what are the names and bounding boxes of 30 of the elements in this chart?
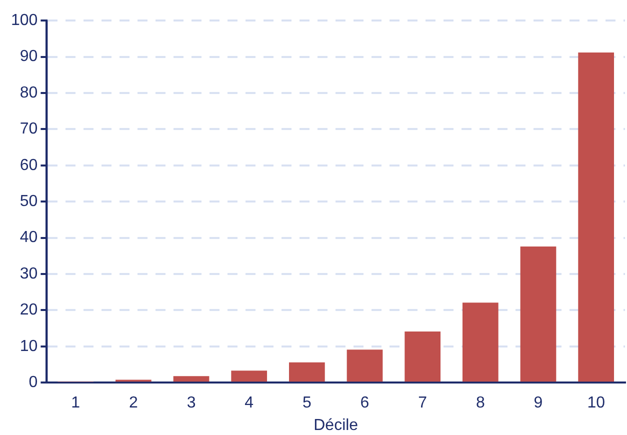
y-tick-label: 50 (20, 193, 38, 210)
bar (520, 246, 556, 382)
bar (289, 362, 325, 382)
y-tick-label: 100 (10, 12, 38, 30)
y-tick-label: 20 (20, 302, 38, 319)
bar (462, 302, 498, 382)
y-tick-label: 70 (20, 120, 38, 138)
y-tick-label: 80 (20, 84, 38, 102)
x-tick-label: 3 (186, 394, 196, 412)
x-tick-label: 8 (476, 394, 485, 412)
y-tick-label: 90 (20, 48, 38, 66)
x-tick-label: 5 (302, 394, 312, 412)
y-tick-label: 10 (20, 338, 38, 355)
y-tick-label: 60 (20, 156, 38, 174)
y-tick-label: 40 (20, 229, 38, 246)
x-axis-title: Décile (314, 416, 358, 434)
bar (578, 52, 614, 382)
bar (404, 332, 441, 382)
y-tick-label: 30 (20, 265, 38, 282)
bar (173, 376, 210, 382)
x-tick-label: 10 (587, 394, 606, 412)
bar (346, 350, 383, 382)
x-tick-label: 9 (534, 394, 543, 412)
y-tick-label: 0 (28, 374, 38, 392)
x-tick-label: 6 (360, 394, 370, 412)
x-tick-label: 4 (244, 394, 254, 412)
bar (231, 370, 268, 382)
x-tick-label: 2 (128, 394, 138, 412)
x-tick-label: 7 (418, 394, 428, 412)
x-tick-label: 1 (71, 394, 80, 412)
